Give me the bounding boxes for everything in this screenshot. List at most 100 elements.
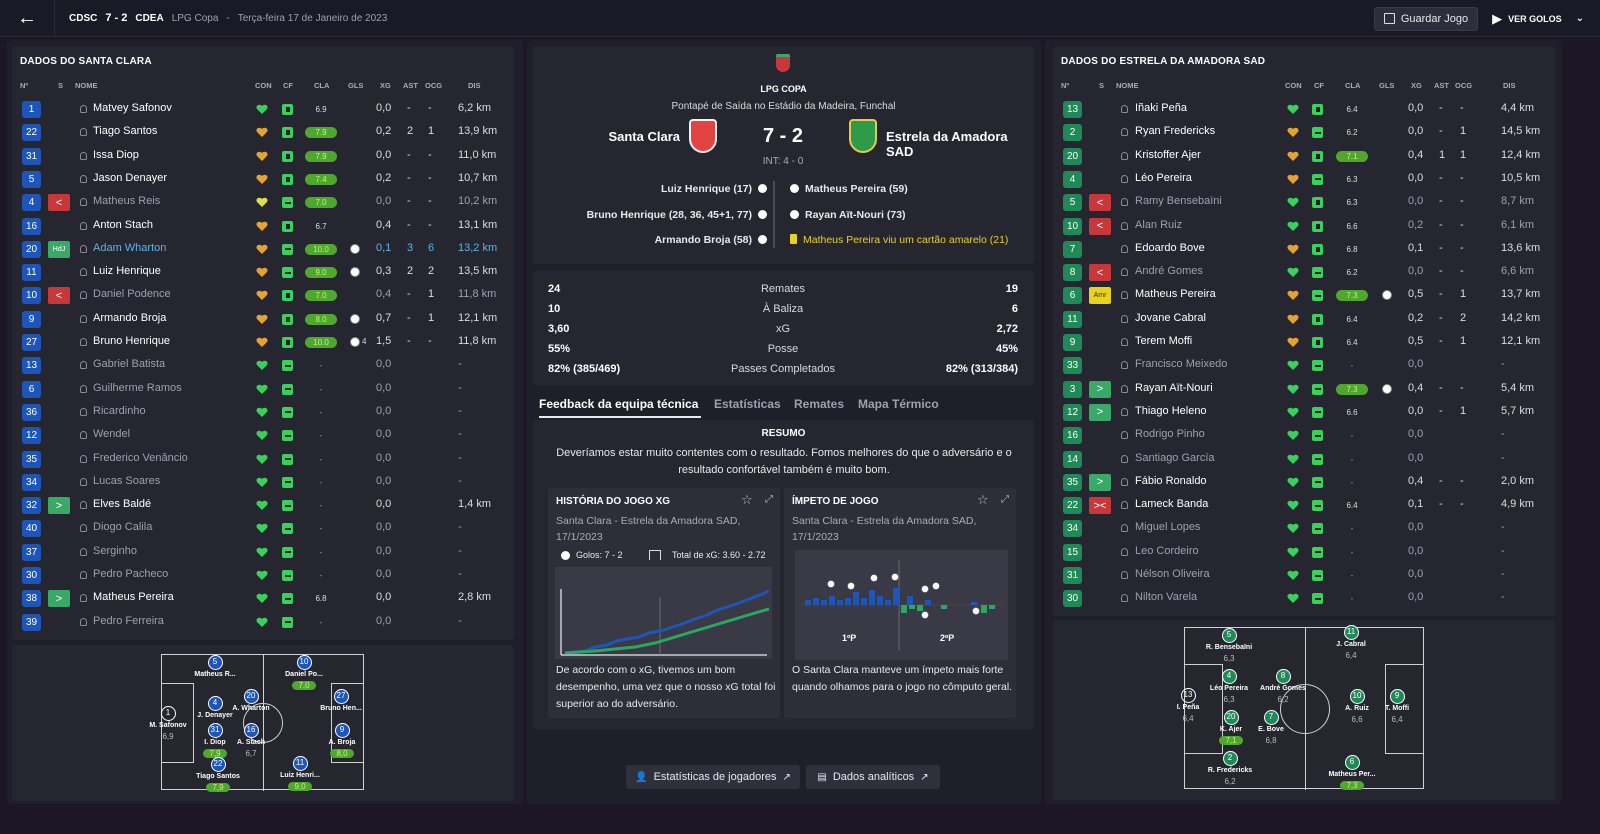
player-name[interactable]: Frederico Venâncio <box>93 451 188 464</box>
player-row[interactable]: 32 > Elves Baldé - 0,0 1,4 km <box>20 493 513 516</box>
tab-2[interactable]: Remates <box>794 397 845 411</box>
player-row[interactable]: 12 Wendel - 0,0 - <box>20 423 513 446</box>
player-row[interactable]: 31 Issa Diop 7.9 0,0 - - 11,0 km <box>20 144 513 167</box>
lineup-player[interactable]: 27 Bruno Hen... <box>311 689 371 714</box>
goal-scorer[interactable]: Matheus Pereira (59) <box>805 183 908 195</box>
player-row[interactable]: 5 Jason Denayer 7.4 0,2 - - 10,7 km <box>20 167 513 190</box>
tab-3[interactable]: Mapa Térmico <box>858 397 939 411</box>
player-row[interactable]: 33 Francisco Meixedo - 0,0 - <box>1061 353 1554 376</box>
col-ocg[interactable]: OCG <box>1455 81 1473 90</box>
player-row[interactable]: 36 Ricardinho - 0,0 - <box>20 400 513 423</box>
lineup-player[interactable]: 10 A. Ruiz 6,6 <box>1327 689 1387 724</box>
home-team-name[interactable]: Santa Clara <box>608 129 680 144</box>
col-con[interactable]: CON <box>1285 81 1302 90</box>
player-row[interactable]: 34 Lucas Soares - 0,0 - <box>20 470 513 493</box>
player-row[interactable]: 13 Gabriel Batista - 0,0 - <box>20 353 513 376</box>
player-name[interactable]: Léo Pereira <box>1135 171 1192 184</box>
player-row[interactable]: 37 Serginho - 0,0 - <box>20 540 513 563</box>
player-row[interactable]: 39 Pedro Ferreira - 0,0 - <box>20 610 513 633</box>
player-row[interactable]: 7 Edoardo Bove 6.8 0,1 - - 13,6 km <box>1061 237 1554 260</box>
player-name[interactable]: Santiago García <box>1135 451 1215 464</box>
col-s[interactable]: S <box>58 81 64 90</box>
player-row[interactable]: 5 < Ramy Bensebaïni 6.3 0,0 - - 8,7 km <box>1061 190 1554 213</box>
player-row[interactable]: 35 > Fábio Ronaldo - 0,4 - - 2,0 km <box>1061 470 1554 493</box>
player-row[interactable]: 4 Léo Pereira 6.3 0,0 - - 10,5 km <box>1061 167 1554 190</box>
player-name[interactable]: Lucas Soares <box>93 474 161 487</box>
away-team-name[interactable]: Estrela da Amadora SAD <box>886 129 1008 159</box>
player-row[interactable]: 8 < André Gomes 6.2 0,0 - - 6,6 km <box>1061 260 1554 283</box>
col-cf[interactable]: CF <box>1314 81 1324 90</box>
col-num[interactable]: Nº <box>1061 81 1070 90</box>
lineup-player[interactable]: 11 Luiz Henri... 9,0 <box>270 756 330 791</box>
col-gls[interactable]: GLS <box>348 81 364 90</box>
lineup-player[interactable]: 22 Tiago Santos 7,9 <box>188 757 248 792</box>
player-row[interactable]: 11 Luiz Henrique 9.0 0,3 2 2 13,5 km <box>20 260 513 283</box>
player-row[interactable]: 27 Bruno Henrique 10.0 4 1,5 - - 11,8 km <box>20 330 513 353</box>
analytics-button[interactable]: ▤ Dados analíticos ↗ <box>806 765 940 789</box>
expand-icon[interactable]: ⤢ <box>765 494 773 505</box>
player-name[interactable]: Ramy Bensebaïni <box>1135 195 1222 208</box>
col-dis[interactable]: DIS <box>468 81 481 90</box>
player-row[interactable]: 2 Ryan Fredericks 6.2 0,0 - 1 14,5 km <box>1061 120 1554 143</box>
col-ocg[interactable]: OCG <box>425 81 443 90</box>
player-name[interactable]: Ryan Fredericks <box>1135 125 1216 138</box>
col-name[interactable]: NOME <box>75 81 98 90</box>
col-cla[interactable]: CLA <box>314 81 330 90</box>
player-name[interactable]: Armando Broja <box>93 311 167 324</box>
player-name[interactable]: Nélson Oliveira <box>1135 568 1210 580</box>
player-name[interactable]: Miguel Lopes <box>1135 521 1201 534</box>
player-row[interactable]: 12 > Thiago Heleno 6.6 0,0 - 1 5,7 km <box>1061 400 1554 423</box>
player-name[interactable]: André Gomes <box>1135 265 1203 278</box>
player-name[interactable]: Terem Moffi <box>1135 335 1193 347</box>
player-name[interactable]: Daniel Podence <box>93 288 171 301</box>
player-name[interactable]: Diogo Calila <box>93 521 153 534</box>
player-name[interactable]: Pedro Ferreira <box>93 614 164 627</box>
player-name[interactable]: Anton Stach <box>93 218 153 231</box>
player-name[interactable]: Jovane Cabral <box>1135 311 1206 324</box>
lineup-player[interactable]: 4 J. Denayer <box>185 696 245 721</box>
player-name[interactable]: Bruno Henrique <box>93 335 171 347</box>
player-row[interactable]: 11 Jovane Cabral 6.4 0,2 - 2 14,2 km <box>1061 307 1554 330</box>
player-row[interactable]: 38 > Matheus Pereira 6.8 0,0 2,8 km <box>20 586 513 609</box>
col-ast[interactable]: AST <box>1434 81 1449 90</box>
player-name[interactable]: Tiago Santos <box>93 125 158 138</box>
goal-scorer[interactable]: Rayan Aït-Nouri (73) <box>805 208 906 221</box>
col-cla[interactable]: CLA <box>1345 81 1361 90</box>
player-name[interactable]: Matvey Safonov <box>93 102 172 114</box>
player-row[interactable]: 22 Tiago Santos 7.9 0,2 2 1 13,9 km <box>20 120 513 143</box>
player-name[interactable]: Alan Ruiz <box>1135 218 1183 231</box>
player-name[interactable]: Lameck Banda <box>1135 498 1209 511</box>
player-name[interactable]: Jason Denayer <box>93 171 167 184</box>
player-name[interactable]: Nilton Varela <box>1135 591 1198 604</box>
player-row[interactable]: 13 Iñaki Peña 6.4 0,0 - - 4,4 km <box>1061 97 1554 120</box>
col-num[interactable]: Nº <box>20 81 29 90</box>
lineup-player[interactable]: 11 J. Cabral 6,4 <box>1321 625 1381 660</box>
player-name[interactable]: Edoardo Bove <box>1135 241 1205 254</box>
player-row[interactable]: 22 >< Lameck Banda 6.4 0,1 - - 4,9 km <box>1061 493 1554 516</box>
col-name[interactable]: NOME <box>1116 81 1139 90</box>
player-row[interactable]: 15 Leo Cordeiro - 0,0 - <box>1061 540 1554 563</box>
player-name[interactable]: Thiago Heleno <box>1135 404 1207 417</box>
tab-0[interactable]: Feedback da equipa técnica <box>539 397 699 411</box>
player-name[interactable]: Kristoffer Ajer <box>1135 148 1201 161</box>
col-cf[interactable]: CF <box>283 81 293 90</box>
lineup-player[interactable]: 16 A. Stach 6,7 <box>221 723 281 758</box>
lineup-player[interactable]: 4 Léo Pereira 6,3 <box>1199 669 1259 704</box>
player-row[interactable]: 31 Nélson Oliveira - 0,0 - <box>1061 563 1554 586</box>
lineup-player[interactable]: 10 Daniel Po... 7,0 <box>274 655 334 690</box>
player-name[interactable]: Pedro Pacheco <box>93 568 169 580</box>
lineup-player[interactable]: 7 E. Bove 6,8 <box>1241 710 1301 745</box>
col-s[interactable]: S <box>1099 81 1105 90</box>
lineup-player[interactable]: 1 M. Safonov 6,9 <box>138 706 198 741</box>
lineup-player[interactable]: 5 Matheus R... <box>185 655 245 680</box>
goal-scorer[interactable]: Luiz Henrique (17) <box>660 183 752 195</box>
player-row[interactable]: 20 HdJ Adam Wharton 10.0 0,1 3 6 13,2 km <box>20 237 513 260</box>
player-row[interactable]: 9 Terem Moffi 6.4 0,5 - 1 12,1 km <box>1061 330 1554 353</box>
goal-scorer[interactable]: Armando Broja (58) <box>654 234 752 246</box>
lineup-player[interactable]: 9 A. Broja 8,0 <box>312 723 372 758</box>
expand-icon[interactable]: ⤢ <box>1001 494 1009 505</box>
player-name[interactable]: Leo Cordeiro <box>1135 544 1199 557</box>
player-row[interactable]: 14 Santiago García - 0,0 - <box>1061 447 1554 470</box>
player-name[interactable]: Elves Baldé <box>93 498 152 511</box>
lineup-player[interactable]: 2 R. Fredericks 6,2 <box>1200 751 1260 786</box>
